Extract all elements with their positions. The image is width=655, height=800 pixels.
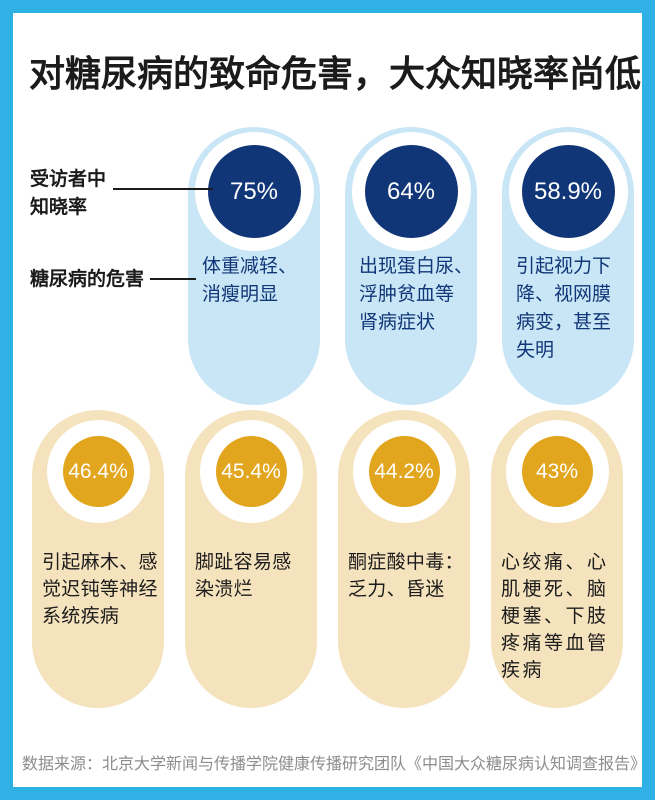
percent-circle: 43% xyxy=(521,436,593,507)
harm-description: 心绞痛、心 肌梗死、脑 梗塞、下肢 疼痛等血管 疾病 xyxy=(501,552,609,681)
awareness-percent: 45.4% xyxy=(221,459,281,483)
harm-pill-nerve: 46.4% 引起麻木、感 觉迟钝等神经 系统疾病 xyxy=(32,410,164,708)
harm-pill-ketoacidosis: 44.2% 酮症酸中毒： 乏力、昏迷 xyxy=(338,410,470,708)
harm-pill-kidney: 64% 出现蛋白尿、 浮肿贫血等 肾病症状 xyxy=(345,127,477,405)
percent-circle-ring: 45.4% xyxy=(199,420,303,523)
percent-circle: 75% xyxy=(207,145,301,238)
harm-pill-foot: 45.4% 脚趾容易感 染溃烂 xyxy=(185,410,317,708)
awareness-percent: 44.2% xyxy=(374,459,434,483)
percent-circle: 44.2% xyxy=(368,436,440,507)
harm-description: 引起麻木、感 觉迟钝等神经 系统疾病 xyxy=(42,552,158,627)
percent-circle-ring: 64% xyxy=(351,132,471,251)
harm-pill-vision: 58.9% 引起视力下 降、视网膜 病变，甚至 失明 xyxy=(502,127,634,405)
awareness-rate-label: 受访者中 知晓率 xyxy=(30,169,107,218)
percent-circle-ring: 46.4% xyxy=(46,420,150,523)
percent-circle-ring: 58.9% xyxy=(508,132,628,251)
percent-circle: 58.9% xyxy=(521,145,615,238)
harm-pill-weight-loss: 75% 体重减轻、 消瘦明显 xyxy=(188,127,320,405)
harm-description: 引起视力下 降、视网膜 病变，甚至 失明 xyxy=(516,256,612,361)
awareness-connector-line xyxy=(113,188,213,190)
percent-circle-ring: 44.2% xyxy=(352,420,456,523)
awareness-percent: 43% xyxy=(535,459,579,483)
harm-description: 脚趾容易感 染溃烂 xyxy=(195,552,292,600)
harm-label: 糖尿病的危害 xyxy=(30,269,145,290)
awareness-percent: 58.9% xyxy=(533,177,603,205)
page-title: 对糖尿病的致命危害，大众知晓率尚低 xyxy=(29,53,642,94)
harm-description: 体重减轻、 消瘦明显 xyxy=(202,256,298,305)
harm-connector-line xyxy=(150,278,196,280)
percent-circle-ring: 43% xyxy=(505,420,609,523)
percent-circle: 64% xyxy=(364,145,458,238)
harm-pill-vascular: 43% 心绞痛、心 肌梗死、脑 梗塞、下肢 疼痛等血管 疾病 xyxy=(491,410,623,708)
harm-description: 出现蛋白尿、 浮肿贫血等 肾病症状 xyxy=(359,256,474,333)
percent-circle-ring: 75% xyxy=(194,132,314,251)
harm-description: 酮症酸中毒： 乏力、昏迷 xyxy=(348,552,464,600)
awareness-percent: 46.4% xyxy=(68,459,128,483)
percent-circle: 45.4% xyxy=(215,436,287,507)
data-source-note: 数据来源：北京大学新闻与传播学院健康传播研究团队《中国大众糖尿病认知调查报告》 xyxy=(22,756,647,773)
awareness-percent: 75% xyxy=(229,177,279,205)
percent-circle: 46.4% xyxy=(62,436,134,507)
awareness-percent: 64% xyxy=(386,177,436,205)
